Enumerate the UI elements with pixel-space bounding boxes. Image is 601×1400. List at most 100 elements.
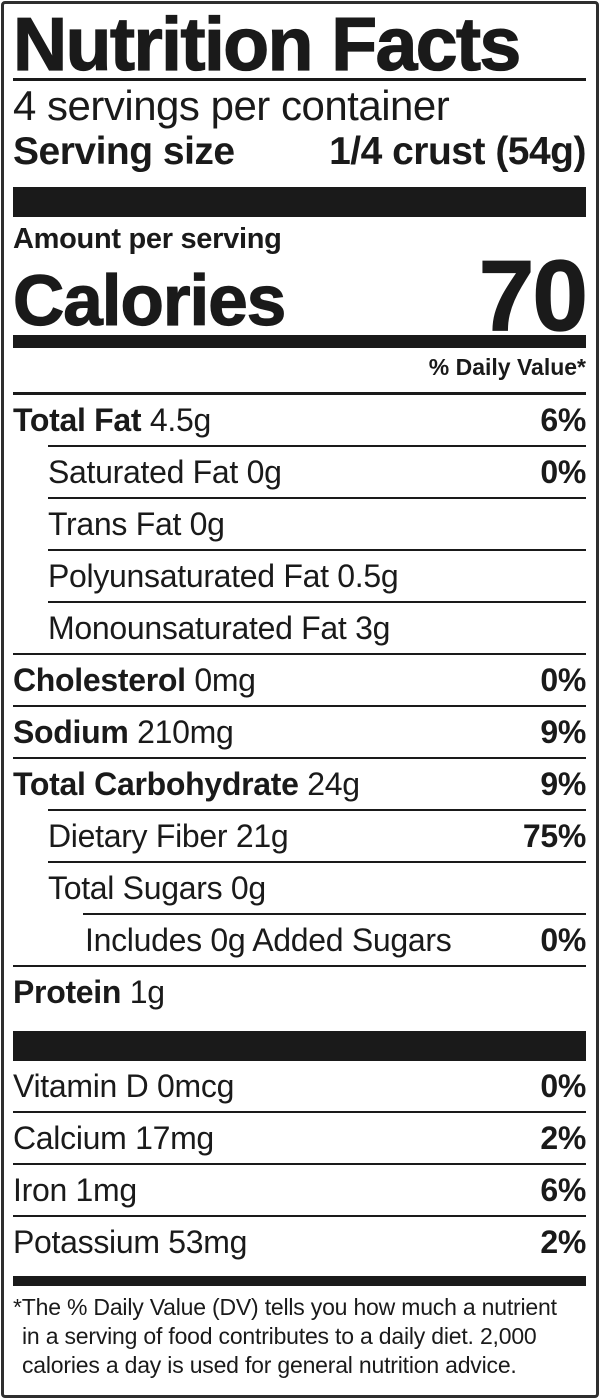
nutrient-daily-value: 2%: [540, 1119, 586, 1156]
nutrient-name: Iron: [13, 1171, 67, 1208]
row-divider: [48, 809, 586, 811]
nutrient-row-calcium: Calcium 17mg 2%: [13, 1113, 586, 1163]
nutrient-label: Potassium 53mg: [13, 1224, 247, 1261]
nutrient-daily-value: 0%: [540, 453, 586, 490]
nutrient-daily-value: 0%: [540, 661, 586, 698]
nutrient-label: Includes 0g Added Sugars: [13, 921, 452, 959]
nutrient-amount: 21g: [235, 817, 289, 854]
nutrient-daily-value: 0%: [540, 1067, 586, 1104]
nutrient-amount: 0g: [230, 869, 266, 906]
section-bar-top: [13, 187, 586, 217]
nutrient-label: Trans Fat 0g: [13, 506, 225, 543]
row-divider: [13, 965, 586, 967]
serving-size-value: 1/4 crust (54g): [329, 130, 586, 173]
row-divider: [48, 497, 586, 499]
nutrient-label: Vitamin D 0mcg: [13, 1068, 234, 1105]
nutrient-amount: 0mg: [194, 661, 256, 698]
daily-value-header: % Daily Value*: [428, 354, 586, 380]
nutrient-row-includes-0g-added-sugars: Includes 0g Added Sugars 0%: [13, 915, 586, 965]
nutrient-label: Cholesterol 0mg: [13, 662, 256, 699]
nutrient-label: Polyunsaturated Fat 0.5g: [13, 557, 399, 595]
nutrient-amount: 210mg: [137, 713, 234, 750]
serving-size-row: Serving size 1/4 crust (54g): [13, 130, 586, 173]
nutrient-row-monounsaturated-fat: Monounsaturated Fat 3g: [13, 603, 586, 653]
daily-value-divider: [13, 392, 586, 395]
nutrient-amount: 0mcg: [157, 1067, 235, 1104]
nutrient-daily-value: 6%: [540, 1171, 586, 1208]
nutrient-name: Dietary Fiber: [48, 817, 228, 854]
row-divider: [48, 601, 586, 603]
row-divider: [48, 861, 586, 863]
nutrient-rows: Total Fat 4.5g 6% Saturated Fat 0g 0% Trans …: [13, 395, 586, 1267]
nutrient-name: Total Sugars: [48, 869, 223, 906]
section-bar-protein: [13, 1031, 586, 1061]
nutrient-daily-value: 75%: [522, 817, 586, 854]
serving-size-label: Serving size: [13, 130, 235, 173]
nutrient-row-saturated-fat: Saturated Fat 0g 0%: [13, 447, 586, 497]
calories-value: 70: [478, 240, 588, 352]
nutrient-row-cholesterol: Cholesterol 0mg 0%: [13, 655, 586, 705]
footnote-line: in a serving of food contributes to a da…: [22, 1323, 537, 1349]
row-divider: [13, 705, 586, 707]
nutrient-daily-value: 6%: [540, 401, 586, 438]
nutrient-row-total-sugars: Total Sugars 0g: [13, 863, 586, 913]
label-title: Nutrition Facts: [12, 2, 521, 86]
nutrient-amount: 17mg: [135, 1119, 214, 1156]
nutrient-name: Includes 0g Added Sugars: [85, 921, 452, 958]
nutrient-amount: 3g: [355, 609, 391, 646]
nutrient-name: Sodium: [13, 713, 129, 750]
nutrient-amount: 0g: [189, 505, 225, 542]
nutrient-amount: 1g: [129, 973, 165, 1010]
nutrient-row-protein: Protein 1g: [13, 967, 586, 1017]
nutrient-row-total-fat: Total Fat 4.5g 6%: [13, 395, 586, 445]
title-divider: [13, 78, 586, 81]
nutrient-label: Saturated Fat 0g: [13, 454, 282, 491]
calories-label: Calories: [12, 262, 286, 341]
nutrient-label: Sodium 210mg: [13, 713, 234, 751]
row-divider: [13, 1111, 586, 1113]
section-bar-calories: [13, 335, 586, 348]
nutrient-name: Total Fat: [13, 401, 142, 438]
nutrient-label: Protein 1g: [13, 974, 165, 1011]
nutrient-row-potassium: Potassium 53mg 2%: [13, 1217, 586, 1267]
nutrient-daily-value: 2%: [540, 1223, 586, 1260]
nutrient-label: Dietary Fiber 21g: [13, 817, 289, 855]
nutrient-daily-value: 0%: [540, 921, 586, 958]
row-divider: [13, 1215, 586, 1217]
row-divider: [13, 653, 586, 655]
nutrient-daily-value: 9%: [540, 765, 586, 802]
nutrient-label: Iron 1mg: [13, 1172, 137, 1209]
nutrient-label: Monounsaturated Fat 3g: [13, 610, 390, 647]
daily-value-footnote: *The % Daily Value (DV) tells you how mu…: [13, 1293, 586, 1380]
amount-per-serving-label: Amount per serving: [13, 223, 282, 255]
nutrient-amount: 4.5g: [149, 401, 211, 438]
footnote-line: calories a day is used for general nutri…: [22, 1352, 517, 1378]
row-divider: [83, 913, 586, 915]
nutrient-amount: 1mg: [75, 1171, 138, 1208]
nutrient-name: Monounsaturated Fat: [48, 609, 347, 646]
nutrient-row-polyunsaturated-fat: Polyunsaturated Fat 0.5g: [13, 551, 586, 601]
nutrient-name: Cholesterol: [13, 661, 186, 698]
nutrient-name: Trans Fat: [48, 505, 182, 542]
nutrient-daily-value: 9%: [540, 713, 586, 750]
nutrient-name: Saturated Fat: [48, 453, 238, 490]
nutrient-row-vitamin-d: Vitamin D 0mcg 0%: [13, 1061, 586, 1111]
nutrient-amount: 53mg: [168, 1223, 248, 1260]
nutrient-row-total-carbohydrate: Total Carbohydrate 24g 9%: [13, 759, 586, 809]
nutrient-name: Total Carbohydrate: [13, 765, 299, 802]
row-divider: [48, 445, 586, 447]
nutrient-name: Polyunsaturated Fat: [48, 557, 329, 594]
servings-per-container: 4 servings per container: [13, 82, 450, 129]
calories-row: Calories 70: [12, 240, 588, 352]
nutrient-row-dietary-fiber: Dietary Fiber 21g 75%: [13, 811, 586, 861]
nutrient-label: Total Sugars 0g: [13, 870, 266, 907]
nutrient-name: Calcium: [13, 1119, 127, 1156]
nutrient-amount: 0.5g: [337, 557, 399, 594]
nutrient-name: Potassium: [13, 1223, 160, 1260]
row-divider: [48, 549, 586, 551]
row-divider: [13, 757, 586, 759]
nutrient-amount: 0g: [246, 453, 282, 490]
nutrient-amount: 24g: [307, 765, 360, 802]
nutrient-label: Total Fat 4.5g: [13, 402, 211, 439]
